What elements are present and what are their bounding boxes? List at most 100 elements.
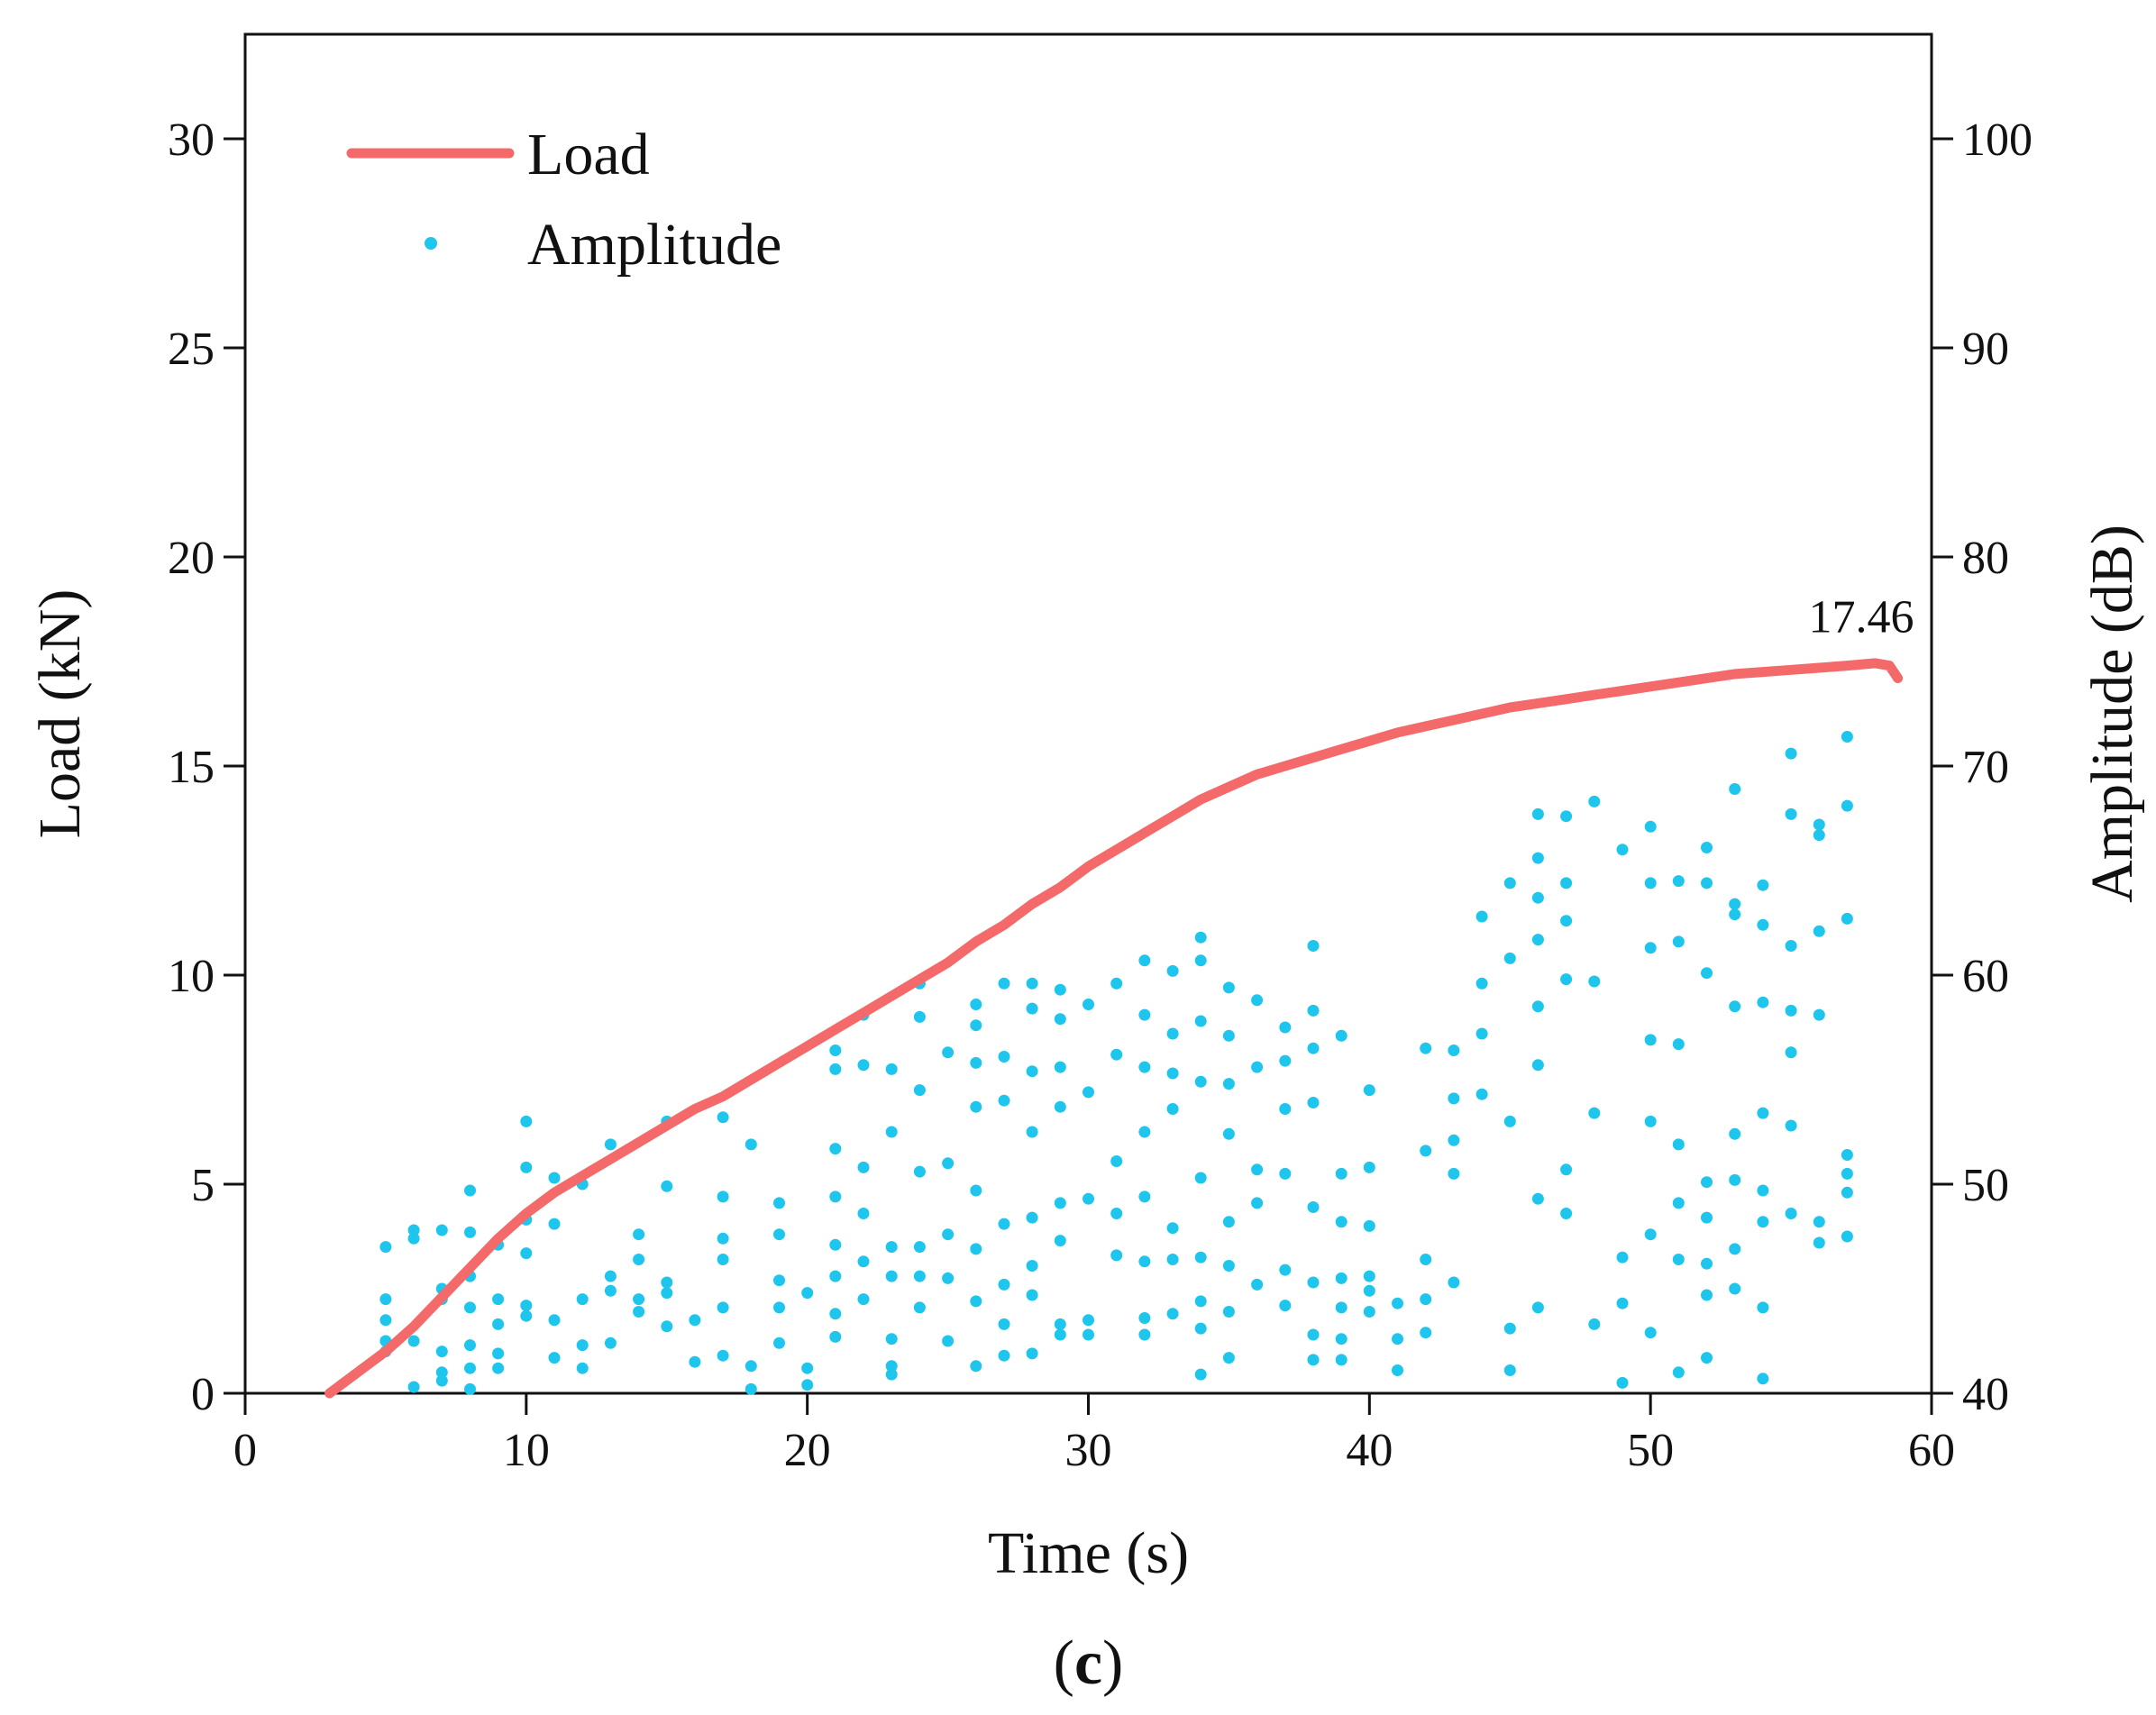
axis-ticks: 0 10 20 30 40 50 60 0 5 10 15 20 25 30 40 50 60 70 80 90 100 xyxy=(168,114,2033,1476)
amplitude-point-303 xyxy=(1813,1008,1825,1021)
amplitude-point-109 xyxy=(970,1100,982,1113)
amplitude-point-166 xyxy=(1194,1172,1207,1184)
amplitude-point-261 xyxy=(1644,1327,1657,1339)
amplitude-point-83 xyxy=(857,1161,870,1173)
amplitude-point-218 xyxy=(1420,1327,1432,1339)
amplitude-point-130 xyxy=(1054,1013,1066,1026)
amplitude-point-96 xyxy=(913,1084,926,1097)
amplitude-point-165 xyxy=(1194,1075,1207,1088)
amplitude-point-98 xyxy=(913,1241,926,1254)
y-left-axis-title: Load (kN) xyxy=(27,589,93,839)
amplitude-point-289 xyxy=(1757,1184,1769,1197)
amplitude-point-55 xyxy=(689,1355,701,1368)
amplitude-point-91 xyxy=(885,1333,898,1346)
amplitude-point-126 xyxy=(1026,1260,1038,1272)
amplitude-point-197 xyxy=(1307,1354,1320,1366)
amplitude-point-293 xyxy=(1785,747,1797,760)
amplitude-point-64 xyxy=(745,1382,757,1395)
amplitude-point-272 xyxy=(1701,1176,1713,1189)
amplitude-point-71 xyxy=(801,1362,814,1374)
amplitude-point-157 xyxy=(1166,1067,1179,1080)
amplitude-point-108 xyxy=(970,1056,982,1069)
y-left-tick-label-6: 30 xyxy=(168,114,215,166)
amplitude-point-229 xyxy=(1503,952,1516,964)
amplitude-point-167 xyxy=(1194,1251,1207,1263)
amplitude-point-20 xyxy=(464,1362,476,1374)
amplitude-point-285 xyxy=(1757,879,1769,891)
panel-label: (c) xyxy=(1054,1628,1124,1698)
amplitude-point-216 xyxy=(1420,1254,1432,1265)
amplitude-point-268 xyxy=(1672,1366,1685,1379)
x-tick-label-4: 40 xyxy=(1346,1425,1393,1476)
amplitude-point-238 xyxy=(1531,1059,1544,1072)
amplitude-point-92 xyxy=(885,1360,898,1373)
amplitude-point-85 xyxy=(857,1255,870,1268)
y-left-tick-label-1: 5 xyxy=(191,1160,215,1211)
amplitude-point-162 xyxy=(1194,931,1207,944)
amplitude-point-237 xyxy=(1531,1000,1544,1013)
amplitude-point-164 xyxy=(1194,1015,1207,1027)
amplitude-point-122 xyxy=(1026,1002,1038,1015)
amplitude-point-181 xyxy=(1251,1163,1264,1176)
amplitude-point-99 xyxy=(913,1270,926,1282)
amplitude-point-254 xyxy=(1616,1376,1629,1389)
amplitude-point-35 xyxy=(548,1314,561,1327)
amplitude-point-120 xyxy=(998,1349,1010,1362)
y-right-axis-title: Amplitude (dB) xyxy=(2079,525,2145,903)
amplitude-point-212 xyxy=(1392,1333,1403,1346)
amplitude-point-251 xyxy=(1616,844,1629,856)
amplitude-point-9 xyxy=(435,1224,448,1236)
amplitude-point-259 xyxy=(1644,1115,1657,1127)
amplitude-point-67 xyxy=(773,1274,785,1287)
amplitude-point-266 xyxy=(1672,1197,1685,1209)
amplitude-point-249 xyxy=(1588,1107,1601,1119)
amplitude-point-56 xyxy=(717,1111,729,1124)
amplitude-point-217 xyxy=(1420,1293,1432,1306)
amplitude-point-61 xyxy=(717,1349,729,1362)
x-tick-label-1: 10 xyxy=(503,1425,550,1476)
amplitude-point-147 xyxy=(1138,954,1151,967)
amplitude-point-143 xyxy=(1110,1048,1123,1061)
amplitude-point-233 xyxy=(1531,807,1544,820)
amplitude-point-248 xyxy=(1588,975,1601,988)
amplitude-point-25 xyxy=(492,1347,505,1360)
amplitude-point-208 xyxy=(1363,1270,1375,1282)
amplitude-point-215 xyxy=(1420,1145,1432,1157)
amplitude-point-135 xyxy=(1054,1318,1066,1330)
amplitude-point-180 xyxy=(1251,1061,1264,1073)
amplitude-point-260 xyxy=(1644,1228,1657,1241)
amplitude-point-245 xyxy=(1560,1163,1573,1176)
amplitude-point-200 xyxy=(1335,1216,1348,1228)
amplitude-point-304 xyxy=(1813,1216,1825,1228)
amplitude-point-281 xyxy=(1729,1127,1741,1140)
amplitude-point-220 xyxy=(1448,1092,1460,1105)
amplitude-point-305 xyxy=(1813,1236,1825,1249)
amplitude-point-101 xyxy=(942,1046,955,1059)
amplitude-point-31 xyxy=(520,1300,533,1312)
amplitude-point-188 xyxy=(1279,1263,1292,1276)
amplitude-point-271 xyxy=(1701,967,1713,980)
amplitude-point-232 xyxy=(1503,1364,1516,1376)
amplitude-point-32 xyxy=(520,1309,533,1322)
amplitude-point-277 xyxy=(1729,783,1741,795)
amplitude-point-284 xyxy=(1729,1282,1741,1295)
y-left-tick-label-0: 0 xyxy=(191,1369,215,1420)
amplitude-point-214 xyxy=(1420,1042,1432,1054)
amplitude-point-270 xyxy=(1701,877,1713,889)
legend-amplitude-label: Amplitude xyxy=(527,212,781,278)
amplitude-point-250 xyxy=(1588,1318,1601,1330)
amplitude-point-27 xyxy=(520,1115,533,1127)
amplitude-point-97 xyxy=(913,1165,926,1178)
amplitude-point-168 xyxy=(1194,1295,1207,1308)
amplitude-point-48 xyxy=(633,1306,645,1318)
amplitude-point-144 xyxy=(1110,1155,1123,1167)
amplitude-point-243 xyxy=(1560,915,1573,927)
amplitude-point-154 xyxy=(1138,1328,1151,1341)
amplitude-point-183 xyxy=(1251,1278,1264,1291)
amplitude-point-252 xyxy=(1616,1251,1629,1263)
y-right-tick-label-5: 90 xyxy=(1962,324,2009,375)
amplitude-point-275 xyxy=(1701,1289,1713,1301)
amplitude-point-295 xyxy=(1785,940,1797,952)
amplitude-point-163 xyxy=(1194,954,1207,967)
